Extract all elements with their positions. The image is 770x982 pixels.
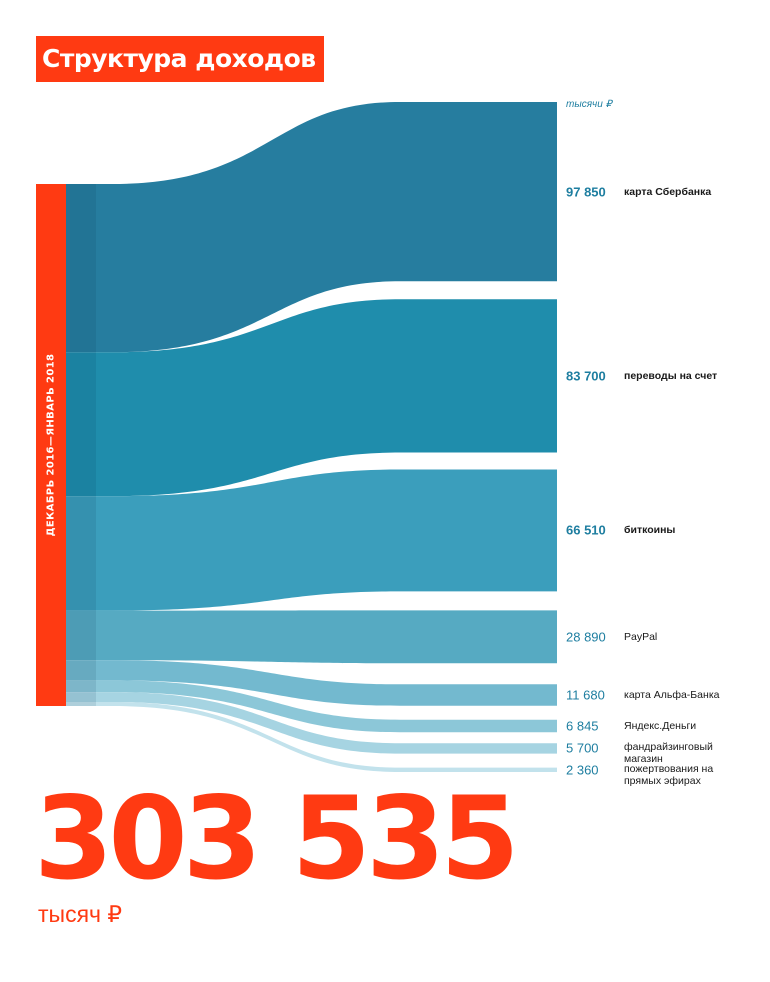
flow-label: карта Альфа-Банка — [624, 689, 720, 701]
flow-label: Яндекс.Деньги — [624, 719, 697, 732]
sankey-flow — [66, 680, 557, 733]
flow-label: PayPal — [624, 630, 658, 643]
flow-value: 66 510 — [566, 522, 606, 538]
flow-value: 6 845 — [566, 718, 599, 734]
flow-label: фандрайзинговый магазин — [624, 741, 713, 766]
total-value: 303 535 — [34, 772, 520, 905]
chart-title: Структура доходов — [36, 36, 324, 82]
sankey-flow-source-band — [66, 701, 96, 706]
sankey-flow — [66, 469, 557, 611]
sankey-flow-source-band — [66, 680, 96, 693]
flow-label: пожертвования на прямых эфирах — [624, 762, 714, 787]
sankey-flow — [66, 610, 557, 664]
flow-label: биткоины — [624, 524, 676, 537]
sankey-flow — [66, 299, 557, 497]
total-unit: тысяч ₽ — [38, 901, 123, 927]
period-bar — [36, 184, 66, 706]
flow-label: переводы на счет — [624, 369, 718, 382]
flow-value: 97 850 — [566, 184, 606, 200]
flow-label: карта Сбербанка — [624, 185, 712, 198]
sankey-flow-source-band — [66, 352, 96, 497]
sankey-flow-source-band — [66, 496, 96, 611]
unit-label: тысячи ₽ — [566, 99, 612, 110]
sankey-flow — [66, 692, 557, 754]
sankey-flow — [66, 102, 557, 353]
flow-value: 11 680 — [566, 687, 605, 703]
flow-value: 83 700 — [566, 368, 606, 384]
sankey-flow-source-band — [66, 692, 96, 702]
flow-value: 2 360 — [566, 762, 599, 778]
flow-value: 28 890 — [566, 629, 606, 645]
sankey-flow-source-band — [66, 660, 96, 681]
sankey-flow-source-band — [66, 184, 96, 353]
flow-value: 5 700 — [566, 740, 599, 756]
sankey-flow-source-band — [66, 610, 96, 661]
sankey-flow — [66, 701, 557, 772]
sankey-flow — [66, 660, 557, 706]
